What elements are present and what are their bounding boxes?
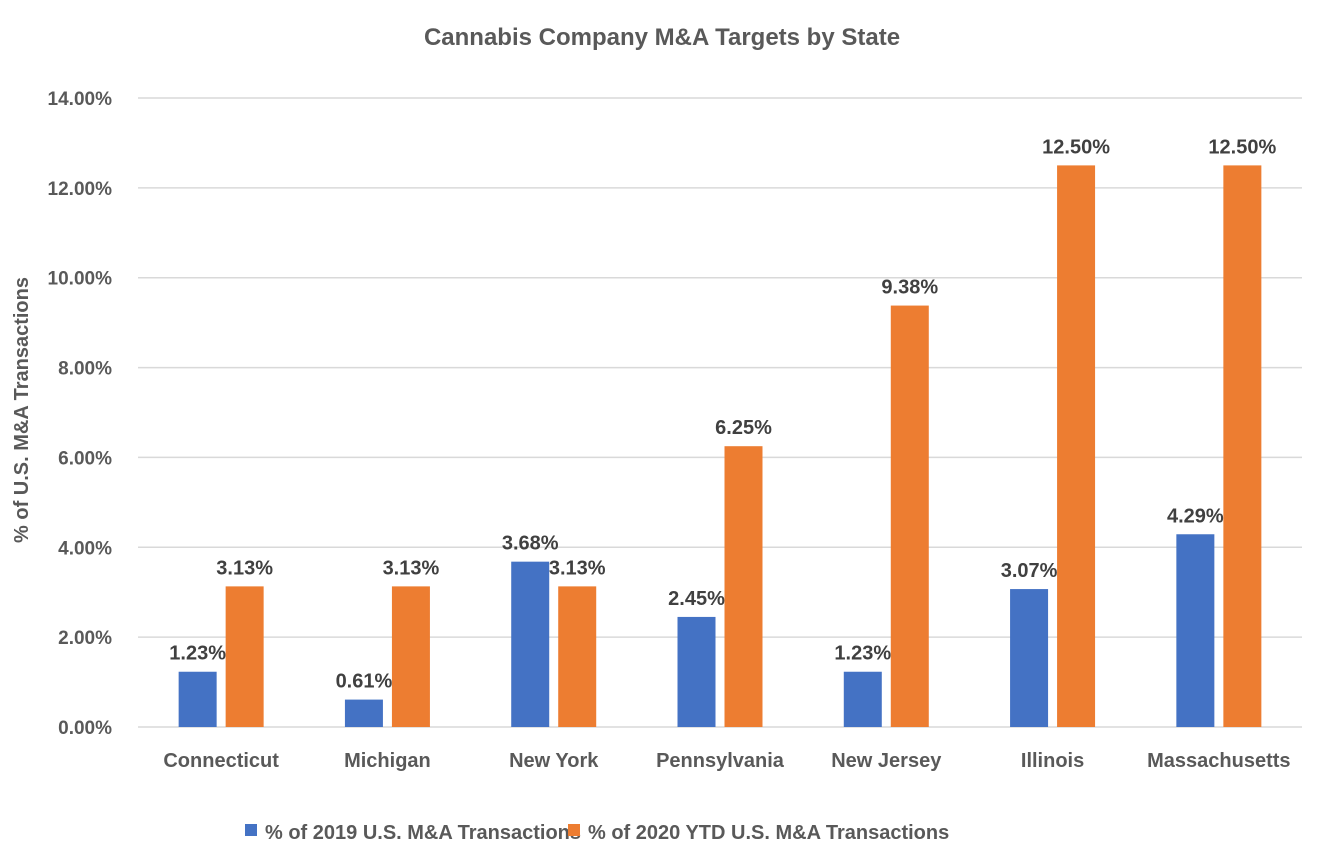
data-label: 3.07% (1001, 560, 1058, 582)
data-label: 2.45% (668, 588, 725, 610)
bar-2020-illinois (1057, 165, 1096, 728)
x-tick-label: Massachusetts (1147, 750, 1290, 772)
data-label: 3.68% (502, 533, 559, 555)
y-tick-label: 10.00% (48, 269, 113, 290)
x-tick-label: Connecticut (163, 750, 279, 772)
y-tick-label: 0.00% (58, 718, 112, 739)
data-label: 3.13% (549, 557, 606, 579)
y-tick-label: 8.00% (58, 359, 112, 380)
legend: % of 2019 U.S. M&A Transactions % of 2020… (245, 822, 949, 844)
y-tick-label: 6.00% (58, 448, 112, 469)
bar-2020-new-york (558, 586, 597, 727)
bars (178, 165, 1262, 728)
data-label: 3.13% (216, 557, 273, 579)
bar-2020-michigan (391, 586, 430, 727)
bar-2020-massachusetts (1223, 165, 1262, 728)
x-tick-label: Illinois (1021, 750, 1084, 772)
data-label: 1.23% (169, 643, 226, 665)
bar-2019-new-jersey (843, 671, 882, 727)
bar-2019-illinois (1010, 589, 1049, 727)
chart-title: Cannabis Company M&A Targets by State (424, 24, 900, 51)
bar-2019-connecticut (178, 671, 217, 727)
data-label: 6.25% (715, 417, 772, 439)
y-axis-label: % of U.S. M&A Transactions (11, 277, 33, 543)
legend-swatch (568, 824, 580, 836)
bar-2020-connecticut (225, 586, 264, 727)
data-label: 12.50% (1208, 136, 1276, 158)
y-tick-label: 4.00% (58, 538, 112, 559)
data-label: 12.50% (1042, 136, 1110, 158)
bar-2020-pennsylvania (724, 446, 763, 727)
x-tick-label: New York (509, 750, 599, 772)
legend-label: % of 2019 U.S. M&A Transactions (265, 822, 581, 844)
x-tick-label: Michigan (344, 750, 431, 772)
legend-swatch (245, 824, 257, 836)
data-labels: 1.23%3.13%0.61%3.13%3.68%3.13%2.45%6.25%… (169, 136, 1276, 692)
y-tick-label: 12.00% (48, 179, 113, 200)
bar-2019-massachusetts (1176, 534, 1215, 727)
x-tick-label: New Jersey (831, 750, 942, 772)
bar-2019-michigan (344, 699, 383, 727)
legend-label: % of 2020 YTD U.S. M&A Transactions (588, 822, 949, 844)
bar-2020-new-jersey (890, 305, 929, 727)
y-tick-label: 14.00% (48, 89, 113, 110)
x-tick-label: Pennsylvania (656, 750, 785, 772)
data-label: 1.23% (834, 643, 891, 665)
bar-2019-new-york (511, 561, 550, 727)
y-tick-label: 2.00% (58, 628, 112, 649)
data-label: 3.13% (383, 557, 440, 579)
gridlines (138, 97, 1302, 728)
data-label: 9.38% (881, 277, 938, 299)
data-label: 0.61% (336, 671, 393, 693)
x-axis-ticks: Connecticut Michigan New York Pennsylvania N… (163, 750, 1290, 772)
bar-2019-pennsylvania (677, 616, 716, 727)
data-label: 4.29% (1167, 505, 1224, 527)
y-axis-ticks: 0.00% 2.00% 4.00% 6.00% 8.00% 10.00% 12.00% 14.… (48, 89, 113, 739)
